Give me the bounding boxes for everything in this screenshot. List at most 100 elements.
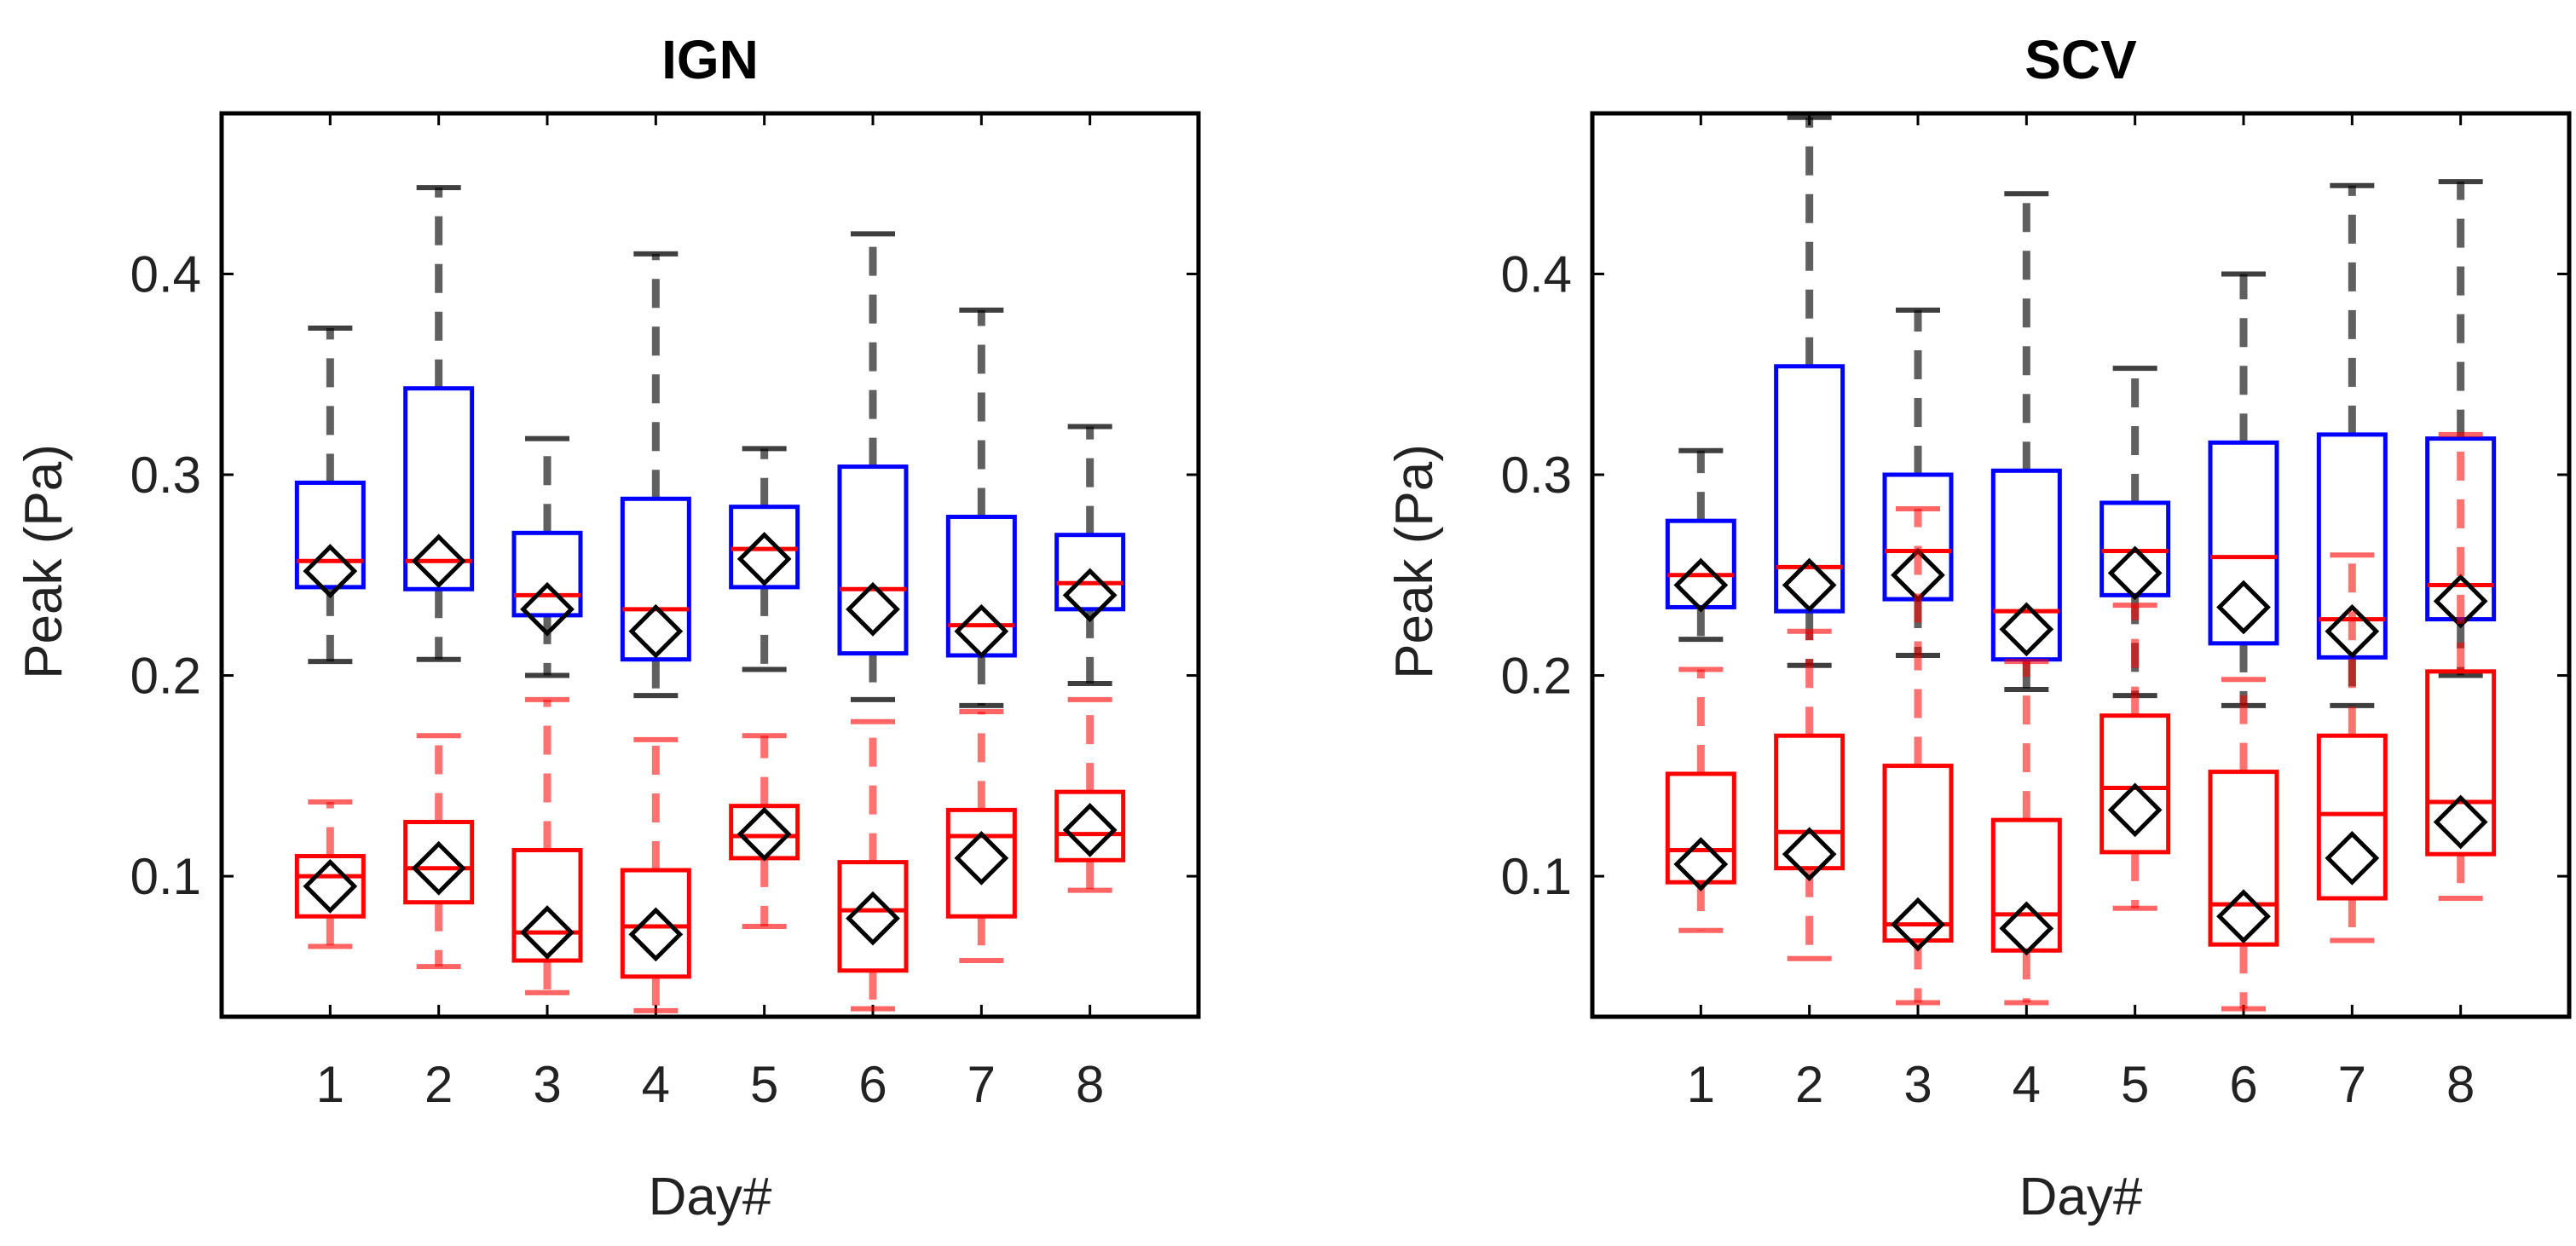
mean-marker (954, 831, 1009, 885)
boxplot-red (2316, 552, 2388, 943)
x-tick-label: 8 (2446, 1056, 2475, 1113)
x-tick-label: 7 (2338, 1056, 2366, 1113)
mean-marker (520, 905, 575, 960)
iqr-box (1665, 771, 1736, 885)
mean-marker (2107, 782, 2163, 838)
iqr-box (620, 868, 691, 979)
mean-marker (2216, 580, 2271, 635)
x-tick-label: 5 (750, 1056, 778, 1113)
boxplot-red (837, 718, 909, 1012)
iqr-box (1774, 364, 1845, 614)
boxplot-blue (1665, 447, 1736, 643)
iqr-box (837, 860, 909, 973)
boxplot-red (403, 733, 475, 970)
iqr-box (1882, 472, 1954, 602)
boxplot-blue (1990, 191, 2062, 693)
mean-marker (411, 840, 466, 896)
mean-marker (303, 544, 358, 598)
mean-marker (2107, 545, 2163, 601)
iqr-box (511, 847, 583, 963)
mean-marker (303, 859, 358, 914)
boxplot-red (620, 736, 691, 1013)
boxplot-blue (837, 231, 909, 702)
boxplot-red (2099, 603, 2171, 911)
boxplot-red (1882, 506, 1954, 1006)
iqr-box (2099, 713, 2171, 855)
boxplot-red (1774, 628, 1845, 961)
boxplot-blue (294, 326, 366, 665)
iqr-box (403, 386, 475, 591)
x-tick-label: 6 (2229, 1056, 2257, 1113)
x-tick-label: 5 (2121, 1056, 2149, 1113)
x-tick-label: 1 (316, 1056, 344, 1113)
mean-marker (628, 603, 684, 659)
plot-frame (219, 111, 1201, 1019)
x-tick-label: 1 (1687, 1056, 1715, 1113)
iqr-box (2208, 770, 2279, 947)
x-axis-label: Day# (2019, 1168, 2143, 1226)
mean-marker (2433, 574, 2488, 629)
panel-title: SCV (2024, 29, 2137, 90)
panel-ign: IGN Day# Peak (Pa) 0.1 0.2 0.3 0.4 1 2 3 4 5 6 7 8 (14, 29, 1201, 1226)
mean-marker (736, 806, 792, 862)
x-tick-label: 4 (642, 1056, 670, 1113)
boxplot-red (1990, 659, 2062, 1006)
mean-marker (1999, 602, 2054, 657)
boxplot-red (729, 733, 800, 929)
mean-marker (2325, 831, 2380, 885)
boxplot-red (294, 799, 366, 949)
mean-marker (520, 581, 575, 637)
mean-marker (2433, 794, 2488, 850)
boxplot-red (1665, 666, 1736, 933)
plot-frame (1590, 111, 2572, 1019)
iqr-box (837, 464, 909, 656)
boxplot-blue (403, 185, 475, 662)
boxplot-red (2208, 677, 2279, 1012)
mean-marker (954, 603, 1009, 659)
mean-marker (736, 532, 792, 586)
x-tick-label: 3 (1903, 1056, 1932, 1113)
iqr-box (1054, 533, 1126, 612)
iqr-box (511, 530, 583, 618)
boxplot-blue (1774, 114, 1845, 668)
x-axis-label: Day# (649, 1168, 772, 1226)
iqr-box (294, 480, 366, 590)
boxplot-blue (1054, 424, 1126, 686)
iqr-box (2316, 733, 2388, 901)
y-tick-label: 0.1 (130, 848, 201, 905)
boxplot-red (1054, 696, 1126, 893)
x-tick-label: 6 (858, 1056, 887, 1113)
boxplot-blue (945, 307, 1017, 708)
y-axis-label: Peak (Pa) (1385, 444, 1444, 679)
iqr-box (1665, 518, 1736, 609)
x-tick-label: 8 (1076, 1056, 1104, 1113)
x-tick-label: 2 (1795, 1056, 1823, 1113)
mean-marker (1782, 557, 1837, 613)
boxplot-red (2425, 431, 2497, 902)
y-tick-label: 0.4 (130, 245, 201, 303)
boxplot-blue (729, 446, 800, 672)
mean-marker (1999, 901, 2054, 956)
y-tick-label: 0.2 (1501, 648, 1572, 705)
mean-marker (1891, 897, 1945, 952)
x-tick-label: 3 (533, 1056, 561, 1113)
iqr-box (1882, 764, 1954, 943)
mean-marker (1782, 827, 1837, 882)
y-tick-label: 0.2 (130, 648, 201, 705)
mean-marker (411, 534, 466, 589)
iqr-box (294, 854, 366, 919)
mean-marker (846, 581, 900, 637)
panel-title: IGN (661, 29, 759, 90)
iqr-box (1054, 789, 1126, 862)
boxplot-blue (511, 436, 583, 678)
x-tick-label: 2 (425, 1056, 453, 1113)
iqr-box (403, 820, 475, 905)
iqr-box (2425, 669, 2497, 857)
x-tick-label: 4 (2013, 1056, 2041, 1113)
mean-marker (1673, 837, 1729, 891)
mean-marker (628, 907, 684, 962)
panel-scv: SCV Day# Peak (Pa) 0.1 0.2 0.3 0.4 1 2 3 4 5 6 7 8 (1385, 29, 2572, 1226)
boxplot-red (945, 708, 1017, 964)
boxplot-blue (620, 251, 691, 699)
